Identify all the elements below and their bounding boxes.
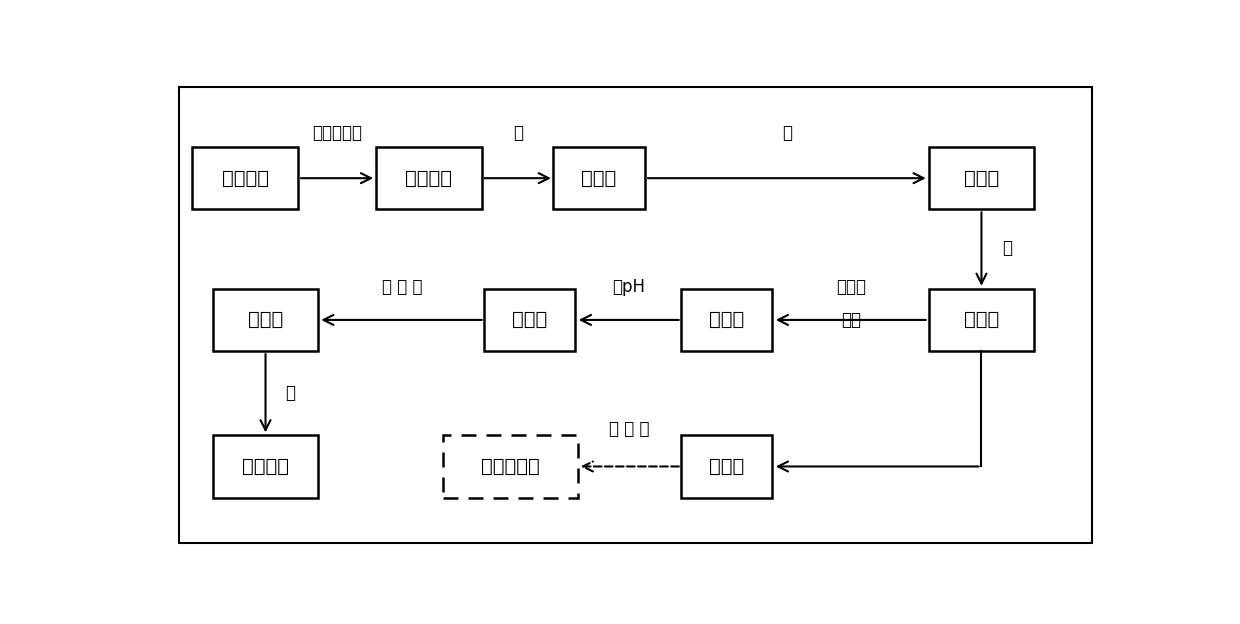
Bar <box>681 436 773 498</box>
Bar <box>444 436 578 498</box>
Text: 浓缩液: 浓缩液 <box>248 310 283 329</box>
Bar <box>213 436 319 498</box>
Text: 均浆液: 均浆液 <box>582 168 616 188</box>
Bar <box>929 147 1034 210</box>
Text: 水仙鳞茎: 水仙鳞茎 <box>405 168 453 188</box>
Text: 过: 过 <box>1003 239 1013 257</box>
Text: 调pH: 调pH <box>613 278 645 296</box>
Text: 上清液: 上清液 <box>709 310 744 329</box>
Text: 清洗、拣选: 清洗、拣选 <box>312 124 362 142</box>
Text: 冷 冻 干: 冷 冻 干 <box>610 420 650 437</box>
Bar <box>192 147 298 210</box>
Bar <box>553 147 645 210</box>
Text: 均: 均 <box>513 124 523 142</box>
Text: 离心: 离心 <box>841 311 861 329</box>
Text: 中和液: 中和液 <box>512 310 547 329</box>
Text: 水仙鳞茎: 水仙鳞茎 <box>222 168 269 188</box>
Text: 浸提液: 浸提液 <box>963 168 999 188</box>
Bar <box>929 289 1034 351</box>
Bar <box>213 289 319 351</box>
Text: 沉淀物: 沉淀物 <box>709 457 744 476</box>
Text: 浸: 浸 <box>782 124 792 142</box>
Text: 凝集素粗品: 凝集素粗品 <box>481 457 539 476</box>
Bar <box>376 147 481 210</box>
Text: 醇: 醇 <box>285 384 295 402</box>
Bar <box>484 289 575 351</box>
Text: 等电点: 等电点 <box>836 278 866 296</box>
Text: 降 膜 浓: 降 膜 浓 <box>382 278 423 296</box>
Text: 多糖粗品: 多糖粗品 <box>242 457 289 476</box>
Text: 粗滤液: 粗滤液 <box>963 310 999 329</box>
Bar <box>681 289 773 351</box>
